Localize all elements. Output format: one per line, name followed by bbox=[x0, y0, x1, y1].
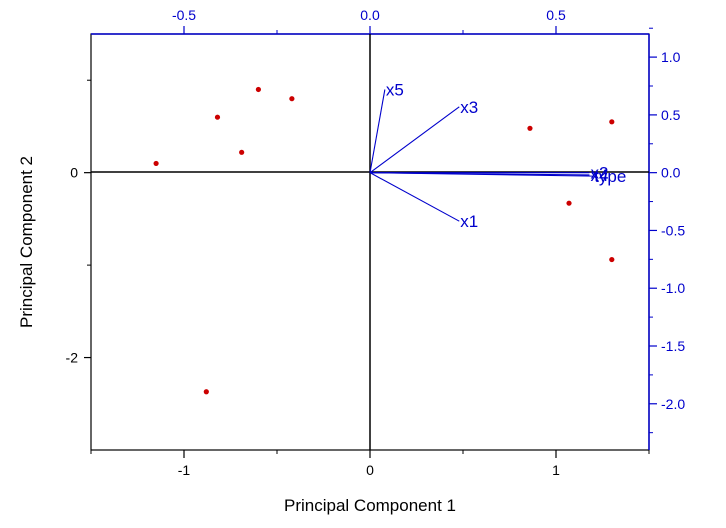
score-point bbox=[239, 149, 245, 155]
score-point bbox=[255, 86, 261, 93]
loading-label-x3: x3 bbox=[460, 98, 478, 117]
loading-vector-x5 bbox=[369, 89, 386, 173]
right-tick-label: 1.0 bbox=[661, 49, 681, 65]
right-tick-label: -0.5 bbox=[661, 222, 685, 238]
right-tick-label: -2.0 bbox=[661, 396, 685, 412]
score-point bbox=[527, 125, 533, 131]
bottom-tick-label: -1 bbox=[178, 462, 191, 478]
score-point bbox=[609, 119, 615, 125]
loading-label-x1: x1 bbox=[460, 212, 478, 231]
loading-vector-x3 bbox=[369, 106, 460, 174]
score-point bbox=[153, 160, 159, 167]
top-tick-label: 0.5 bbox=[546, 7, 566, 23]
loading-label-x4: x4 bbox=[590, 166, 608, 185]
y-axis-title: Principal Component 2 bbox=[17, 156, 36, 328]
loading-label-x2: x2 bbox=[590, 164, 608, 183]
top-tick-label: -0.5 bbox=[172, 7, 196, 23]
score-point bbox=[566, 200, 572, 206]
loading-label-type: type bbox=[594, 167, 626, 186]
score-point bbox=[289, 96, 295, 102]
right-tick-label: -1.0 bbox=[661, 280, 685, 296]
x-axis-title: Principal Component 1 bbox=[284, 496, 456, 515]
left-tick-label: -2 bbox=[66, 350, 79, 366]
score-point bbox=[203, 389, 209, 395]
loading-vector-type bbox=[369, 172, 594, 177]
right-tick-label: 0.0 bbox=[661, 165, 681, 181]
score-point bbox=[214, 114, 221, 120]
top-tick-label: 0.0 bbox=[360, 7, 380, 23]
score-point bbox=[609, 256, 615, 263]
left-tick-label: 0 bbox=[70, 165, 78, 181]
right-tick-label: -1.5 bbox=[661, 338, 685, 354]
bottom-tick-label: 0 bbox=[366, 462, 374, 478]
right-tick-label: 0.5 bbox=[661, 107, 681, 123]
bottom-tick-label: 1 bbox=[552, 462, 560, 478]
loading-label-x5: x5 bbox=[386, 80, 404, 99]
loading-vector-x1 bbox=[369, 172, 460, 222]
